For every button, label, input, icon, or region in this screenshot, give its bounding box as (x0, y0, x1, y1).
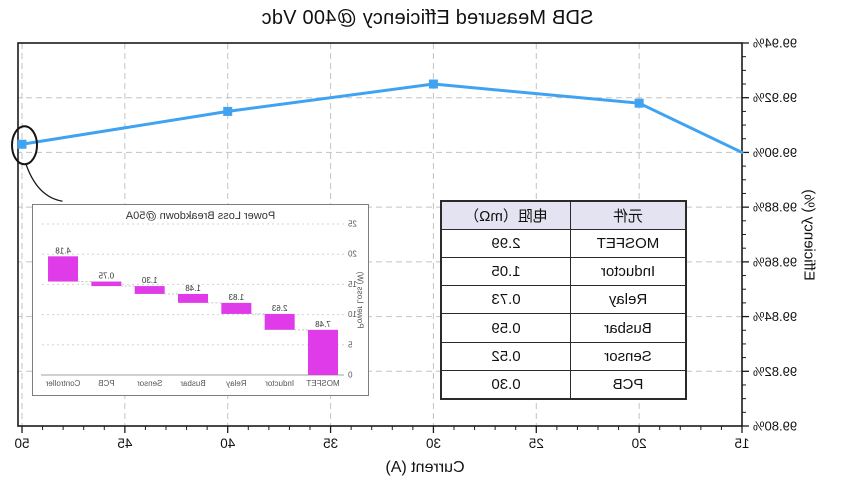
x-tick-label: 30 (426, 436, 441, 451)
resistance-cell: 0.73 (441, 285, 571, 314)
table-row: Inductor 1.05 (441, 257, 686, 286)
resistance-cell: 1.05 (441, 257, 571, 286)
table-header-resistance: 电阻（mΩ） (441, 201, 571, 230)
data-point-marker (634, 98, 644, 108)
inset-y-tick-label: 15 (347, 280, 356, 289)
table-header-component: 元件 (570, 201, 686, 230)
inset-category-label: Controller (45, 379, 80, 388)
resistance-cell: 2.99 (441, 229, 571, 258)
table-row: MOSFET 2.99 (441, 229, 686, 258)
waterfall-bar (91, 281, 122, 287)
bar-value-label: 7.48 (315, 320, 331, 329)
x-tick-label: 25 (529, 436, 544, 451)
inset-y-tick-label: 20 (347, 250, 356, 259)
waterfall-bar (264, 313, 295, 330)
component-cell: MOSFET (570, 229, 686, 258)
waterfall-bar (48, 256, 79, 282)
resistance-cell: 0.52 (441, 342, 571, 371)
component-cell: Busbar (570, 313, 686, 343)
bar-value-label: 2.63 (271, 304, 287, 313)
x-tick-label: 35 (323, 436, 338, 451)
inset-y-tick-label: 25 (347, 220, 356, 229)
bar-value-label: 0.75 (98, 272, 114, 281)
waterfall-bar (178, 293, 209, 303)
y-tick-label: 99.86% (753, 254, 798, 269)
table-row: Busbar 0.59 (441, 313, 686, 343)
resistance-cell: 0.30 (441, 370, 571, 399)
inset-category-label: Busbar (180, 379, 206, 388)
inset-chart-svg: 0 5 10 15 20 25 7.48 MOSFET 2.63 Inductor 1.83 Rela… (41, 220, 357, 388)
bar-value-label: 4.18 (55, 246, 71, 255)
bar-value-label: 1.83 (228, 293, 244, 302)
x-tick-label: 50 (14, 436, 29, 451)
x-tick-label: 40 (220, 436, 235, 451)
bar-value-label: 1.30 (141, 276, 157, 285)
circle-annotation (11, 125, 38, 166)
resistance-table: 元件 电阻（mΩ） MOSFET 2.99 Inductor 1.05 Relay 0.7… (440, 200, 687, 400)
y-tick-label: 99.92% (753, 90, 798, 105)
inset-category-label: MOSFET (306, 379, 339, 388)
inset-category-label: Relay (226, 379, 246, 388)
resistance-cell: 0.59 (441, 313, 571, 343)
data-point-marker (223, 106, 233, 116)
y-tick-label: 99.80% (753, 419, 798, 434)
table-row: PCB 0.30 (441, 370, 686, 399)
y-tick-label: 99.88% (753, 200, 798, 215)
data-point-marker (17, 139, 27, 149)
component-cell: PCB (570, 370, 686, 399)
inset-category-label: Sensor (137, 379, 163, 388)
waterfall-bar (134, 286, 165, 294)
x-tick-label: 45 (117, 436, 132, 451)
inset-chart-panel: Power Loss Breakdown @50A Power Loss (W)… (32, 204, 369, 396)
table-row: Relay 0.73 (441, 285, 686, 314)
waterfall-bar (221, 302, 252, 314)
inset-y-tick-label: 10 (347, 310, 356, 319)
table-header-row: 元件 电阻（mΩ） (441, 201, 686, 230)
component-cell: Inductor (570, 257, 686, 286)
waterfall-bar (308, 329, 338, 375)
x-tick-label: 15 (734, 436, 749, 451)
inset-category-label: PCB (98, 379, 114, 388)
x-axis-title: Current (A) (385, 459, 465, 476)
inset-y-tick-label: 5 (347, 340, 352, 349)
table-row: Sensor 0.52 (441, 342, 686, 371)
y-tick-label: 99.94% (753, 36, 798, 51)
y-tick-label: 99.90% (753, 145, 798, 160)
x-tick-label: 20 (632, 436, 647, 451)
bar-value-label: 1.48 (185, 284, 201, 293)
data-point-marker (428, 79, 438, 89)
efficiency-line (20, 82, 744, 154)
component-cell: Relay (570, 285, 686, 314)
annotation-leader-line (25, 164, 63, 202)
inset-y-tick-label: 0 (347, 371, 352, 380)
y-tick-label: 99.84% (753, 309, 798, 324)
y-axis-title: Efficiency (%) (800, 189, 818, 281)
component-cell: Sensor (570, 342, 686, 371)
y-tick-label: 99.82% (753, 364, 798, 379)
inset-category-label: Inductor (265, 379, 294, 388)
